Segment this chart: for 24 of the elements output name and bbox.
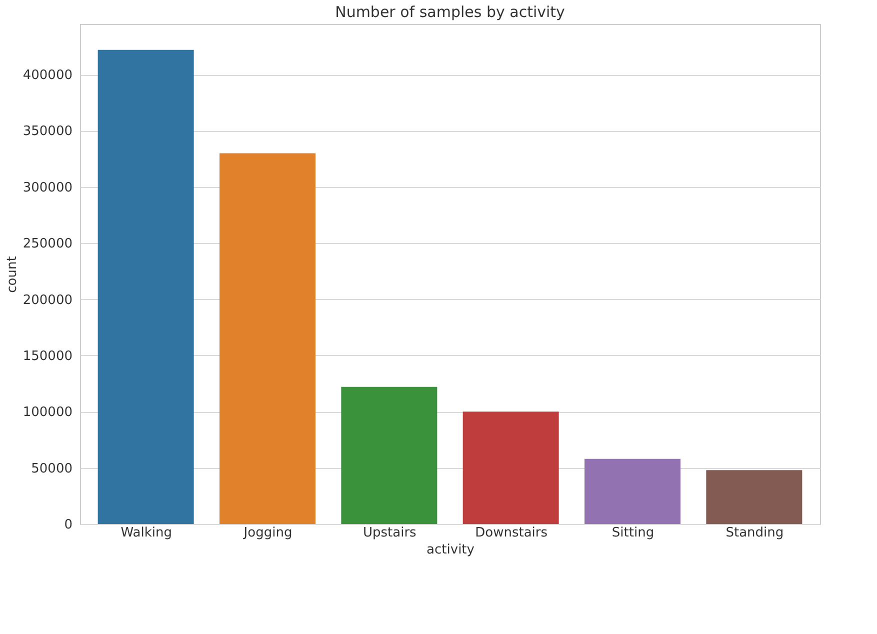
bar	[341, 386, 438, 524]
x-tick-label: Standing	[726, 526, 784, 540]
bar	[706, 470, 802, 524]
bar	[462, 412, 559, 524]
chart-title: Number of samples by activity	[335, 3, 566, 21]
bar	[220, 153, 316, 524]
y-axis-title: count	[4, 256, 20, 293]
y-tick-label: 400000	[22, 68, 72, 84]
y-tick-label: 100000	[22, 405, 72, 420]
y-tick-label: 300000	[22, 180, 72, 196]
x-axis-title: activity	[426, 542, 475, 558]
y-tick-label: 250000	[22, 236, 72, 252]
x-tick-label: Walking	[120, 526, 172, 540]
y-tick-label: 0	[64, 518, 72, 532]
bar	[584, 458, 680, 524]
y-tick-label: 50000	[31, 461, 72, 476]
x-tick-label: Jogging	[242, 526, 292, 540]
y-tick-label: 150000	[22, 348, 72, 364]
y-tick-label: 350000	[22, 124, 72, 140]
x-tick-label: Sitting	[612, 526, 654, 540]
bar	[98, 50, 194, 524]
x-tick-label: Upstairs	[362, 526, 417, 540]
x-tick-label: Downstairs	[475, 526, 548, 540]
y-tick-label: 200000	[22, 292, 72, 308]
